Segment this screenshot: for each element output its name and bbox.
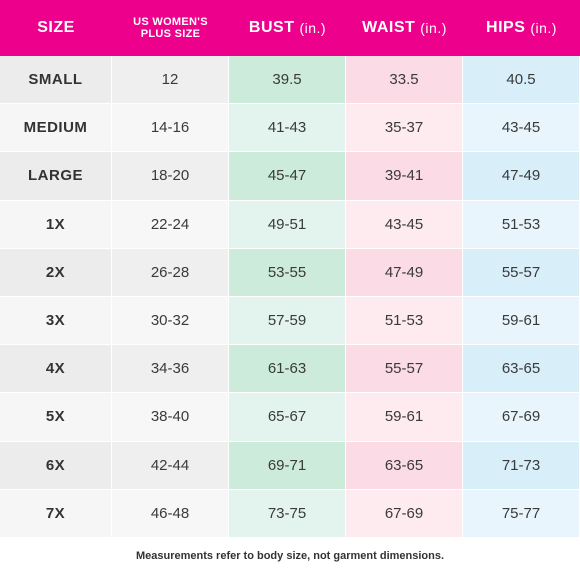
- header-waist: WAIST (in.): [346, 0, 463, 56]
- size-cell: LARGE: [0, 152, 112, 201]
- header-size-label: SIZE: [37, 19, 75, 36]
- us-size-cell: 12: [112, 56, 229, 105]
- hips-cell: 63-65: [463, 345, 580, 394]
- header-us-line1: US WOMEN'S: [133, 16, 208, 28]
- size-cell: 5X: [0, 393, 112, 442]
- bust-cell: 45-47: [229, 152, 346, 201]
- hips-cell: 75-77: [463, 489, 580, 538]
- hips-cell: 51-53: [463, 200, 580, 249]
- table-row: MEDIUM 14-16 41-43 35-37 43-45: [0, 104, 580, 153]
- hips-cell: 71-73: [463, 441, 580, 490]
- table-row: LARGE 18-20 45-47 39-41 47-49: [0, 152, 580, 201]
- table-row: 3X 30-32 57-59 51-53 59-61: [0, 296, 580, 346]
- header-waist-unit: (in.): [420, 20, 447, 36]
- waist-cell: 33.5: [346, 56, 463, 105]
- header-waist-label: WAIST: [362, 19, 416, 36]
- header-hips: HIPS (in.): [463, 0, 580, 56]
- hips-cell: 67-69: [463, 393, 580, 442]
- table-header: SIZE US WOMEN'S PLUS SIZE BUST (in.) WAI…: [0, 0, 580, 56]
- waist-cell: 43-45: [346, 200, 463, 249]
- waist-cell: 67-69: [346, 489, 463, 538]
- waist-cell: 55-57: [346, 345, 463, 394]
- hips-cell: 43-45: [463, 104, 580, 153]
- bust-cell: 61-63: [229, 345, 346, 394]
- waist-cell: 39-41: [346, 152, 463, 201]
- us-size-cell: 38-40: [112, 393, 229, 442]
- header-us-size: US WOMEN'S PLUS SIZE: [112, 0, 229, 56]
- waist-cell: 59-61: [346, 393, 463, 442]
- us-size-cell: 18-20: [112, 152, 229, 201]
- footnote: Measurements refer to body size, not gar…: [135, 550, 445, 562]
- hips-cell: 40.5: [463, 56, 580, 105]
- bust-cell: 73-75: [229, 489, 346, 538]
- waist-cell: 47-49: [346, 248, 463, 297]
- bust-cell: 49-51: [229, 200, 346, 249]
- table-row: 2X 26-28 53-55 47-49 55-57: [0, 248, 580, 297]
- size-cell: 7X: [0, 489, 112, 538]
- table-row: 5X 38-40 65-67 59-61 67-69: [0, 393, 580, 442]
- bust-cell: 39.5: [229, 56, 346, 105]
- waist-cell: 35-37: [346, 104, 463, 153]
- hips-cell: 55-57: [463, 248, 580, 297]
- size-cell: 1X: [0, 200, 112, 249]
- hips-cell: 59-61: [463, 296, 580, 346]
- bust-cell: 69-71: [229, 441, 346, 490]
- size-cell: 2X: [0, 248, 112, 297]
- table-row: 6X 42-44 69-71 63-65 71-73: [0, 441, 580, 490]
- us-size-cell: 46-48: [112, 489, 229, 538]
- us-size-cell: 42-44: [112, 441, 229, 490]
- table-row: 4X 34-36 61-63 55-57 63-65: [0, 345, 580, 394]
- waist-cell: 63-65: [346, 441, 463, 490]
- size-cell: 4X: [0, 345, 112, 394]
- us-size-cell: 34-36: [112, 345, 229, 394]
- size-cell: SMALL: [0, 56, 112, 105]
- size-cell: 3X: [0, 296, 112, 346]
- bust-cell: 65-67: [229, 393, 346, 442]
- size-cell: 6X: [0, 441, 112, 490]
- header-hips-label: HIPS: [486, 19, 526, 36]
- bust-cell: 53-55: [229, 248, 346, 297]
- header-bust-label: BUST: [248, 19, 295, 36]
- bust-cell: 41-43: [229, 104, 346, 153]
- table-body: SMALL 12 39.5 33.5 40.5 MEDIUM 14-16 41-…: [0, 56, 580, 538]
- us-size-cell: 26-28: [112, 248, 229, 297]
- header-us-line2: PLUS SIZE: [140, 28, 201, 40]
- header-bust-unit: (in.): [299, 20, 327, 36]
- us-size-cell: 14-16: [112, 104, 229, 153]
- waist-cell: 51-53: [346, 296, 463, 346]
- us-size-cell: 30-32: [112, 296, 229, 346]
- us-size-cell: 22-24: [112, 200, 229, 249]
- hips-cell: 47-49: [463, 152, 580, 201]
- table-row: 1X 22-24 49-51 43-45 51-53: [0, 200, 580, 249]
- size-cell: MEDIUM: [0, 104, 112, 153]
- header-bust: BUST (in.): [229, 0, 346, 56]
- table-row: 7X 46-48 73-75 67-69 75-77: [0, 489, 580, 538]
- bust-cell: 57-59: [229, 296, 346, 346]
- header-size: SIZE: [0, 0, 112, 56]
- table-row: SMALL 12 39.5 33.5 40.5: [0, 56, 580, 105]
- header-hips-unit: (in.): [530, 20, 557, 36]
